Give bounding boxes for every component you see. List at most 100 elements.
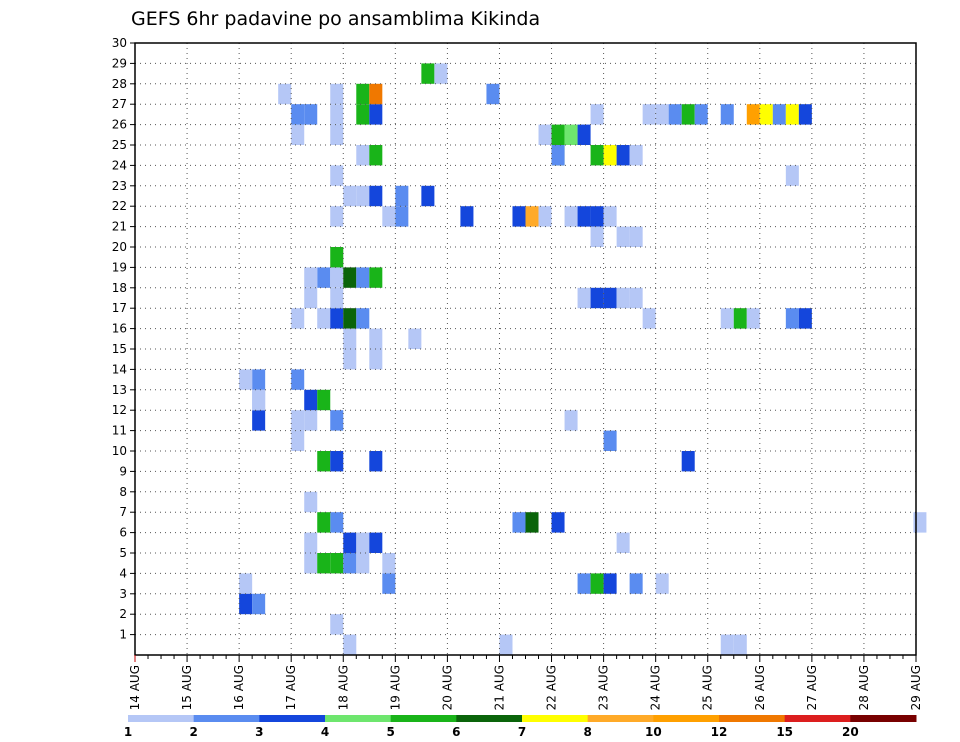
heatmap-cell bbox=[239, 593, 253, 615]
heatmap-cell bbox=[291, 104, 305, 125]
heatmap-cell bbox=[330, 287, 344, 309]
heatmap-cell bbox=[356, 185, 370, 207]
heatmap-cell bbox=[304, 267, 318, 288]
heatmap-cell bbox=[304, 491, 318, 513]
heatmap-cell bbox=[304, 553, 318, 574]
heatmap-cell bbox=[590, 206, 604, 227]
x-tick-label: 29 AUG bbox=[909, 665, 923, 710]
colorbar-label: 15 bbox=[776, 725, 793, 739]
heatmap-cell bbox=[291, 124, 305, 145]
heatmap-cell bbox=[317, 308, 331, 329]
heatmap-cell bbox=[382, 206, 396, 227]
colorbar-label: 2 bbox=[189, 725, 197, 739]
heatmap-cell bbox=[681, 451, 695, 472]
colorbar-swatch bbox=[259, 715, 326, 722]
y-tick-label: 2 bbox=[119, 607, 127, 621]
heatmap-cell bbox=[538, 124, 552, 145]
heatmap-cell bbox=[629, 226, 643, 247]
colorbar: 1 2 3 4 5 6 7 8 10 12 15 20 bbox=[124, 715, 917, 739]
colorbar-swatch bbox=[850, 715, 917, 722]
colorbar-label: 6 bbox=[452, 725, 460, 739]
heatmap-cell bbox=[798, 104, 812, 125]
colorbar-swatch bbox=[719, 715, 786, 722]
y-tick-label: 26 bbox=[112, 118, 127, 132]
y-tick-label: 29 bbox=[112, 56, 127, 70]
heatmap-cell bbox=[603, 287, 617, 309]
x-tick-label: 18 AUG bbox=[336, 665, 350, 710]
heatmap-cell bbox=[603, 145, 617, 166]
heatmap-cell bbox=[421, 63, 435, 84]
heatmap-cell bbox=[317, 267, 331, 288]
heatmap-cell bbox=[616, 145, 630, 166]
y-tick-label: 25 bbox=[112, 138, 127, 152]
heatmap-cell bbox=[369, 328, 383, 349]
heatmap-cell bbox=[746, 104, 760, 125]
heatmap-cell bbox=[330, 308, 344, 329]
heatmap-cell bbox=[330, 410, 344, 431]
heatmap-cell bbox=[616, 226, 630, 247]
heatmap-cell bbox=[369, 83, 383, 105]
heatmap-cell bbox=[733, 308, 747, 329]
heatmap-cell bbox=[369, 145, 383, 166]
heatmap-cell bbox=[499, 634, 513, 655]
heatmap-cells bbox=[239, 63, 927, 655]
colorbar-label: 1 bbox=[124, 725, 132, 739]
colorbar-label: 8 bbox=[583, 725, 591, 739]
heatmap-cell bbox=[369, 267, 383, 288]
heatmap-cell bbox=[369, 532, 383, 553]
heatmap-cell bbox=[369, 349, 383, 370]
y-axis: 1234567891011121314151617181920212223242… bbox=[112, 36, 135, 642]
heatmap-cell bbox=[330, 553, 344, 574]
x-tick-label: 19 AUG bbox=[388, 665, 402, 710]
heatmap-cell bbox=[330, 247, 344, 268]
x-tick-label: 26 AUG bbox=[753, 665, 767, 710]
heatmap-cell bbox=[304, 287, 318, 309]
heatmap-cell bbox=[356, 83, 370, 105]
heatmap-cell bbox=[369, 185, 383, 207]
heatmap-cell bbox=[304, 532, 318, 553]
heatmap-cell bbox=[681, 104, 695, 125]
heatmap-cell bbox=[343, 553, 357, 574]
y-tick-label: 20 bbox=[112, 240, 127, 254]
heatmap-cell bbox=[330, 206, 344, 227]
heatmap-cell bbox=[551, 145, 565, 166]
heatmap-cell bbox=[720, 308, 734, 329]
heatmap-cell bbox=[551, 512, 565, 533]
colorbar-label: 3 bbox=[255, 725, 263, 739]
y-tick-label: 23 bbox=[112, 179, 127, 193]
x-tick-label: 17 AUG bbox=[284, 665, 298, 710]
heatmap-cell bbox=[720, 104, 734, 125]
colorbar-swatch bbox=[587, 715, 654, 722]
heatmap-cell bbox=[642, 308, 656, 329]
heatmap-cell bbox=[304, 104, 318, 125]
colorbar-label: 10 bbox=[645, 725, 662, 739]
heatmap-cell bbox=[629, 573, 643, 594]
heatmap-cell bbox=[577, 573, 591, 594]
y-tick-label: 8 bbox=[119, 485, 127, 499]
colorbar-swatch bbox=[390, 715, 457, 722]
x-tick-label: 16 AUG bbox=[232, 665, 246, 710]
heatmap-cell bbox=[343, 328, 357, 349]
heatmap-cell bbox=[291, 369, 305, 390]
y-tick-label: 14 bbox=[112, 362, 127, 376]
heatmap-cell bbox=[317, 451, 331, 472]
heatmap-cell bbox=[330, 451, 344, 472]
colorbar-swatch bbox=[128, 715, 195, 722]
heatmap-cell bbox=[655, 573, 669, 594]
heatmap-cell bbox=[785, 104, 799, 125]
y-tick-label: 18 bbox=[112, 281, 127, 295]
heatmap-cell bbox=[590, 145, 604, 166]
heatmap-cell bbox=[291, 430, 305, 451]
heatmap-cell bbox=[590, 226, 604, 247]
x-tick-label: 14 AUG bbox=[128, 665, 142, 710]
colorbar-swatch bbox=[784, 715, 851, 722]
heatmap-cell bbox=[239, 573, 253, 594]
x-tick-label: 25 AUG bbox=[701, 665, 715, 710]
heatmap-cell bbox=[239, 369, 253, 390]
x-tick-label: 27 AUG bbox=[805, 665, 819, 710]
x-tick-label: 24 AUG bbox=[649, 665, 663, 710]
heatmap-cell bbox=[603, 206, 617, 227]
heatmap-cell bbox=[356, 267, 370, 288]
heatmap-cell bbox=[252, 410, 266, 431]
y-tick-label: 5 bbox=[119, 546, 127, 560]
